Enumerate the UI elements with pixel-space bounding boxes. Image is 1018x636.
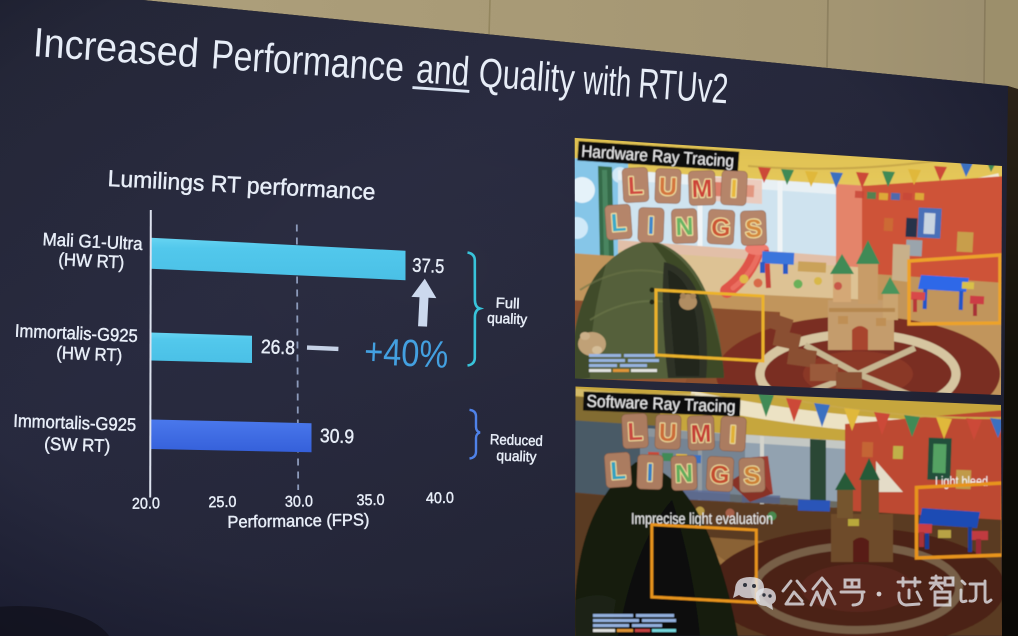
svg-text:35.0: 35.0	[356, 492, 385, 509]
svg-text:quality: quality	[487, 311, 528, 329]
svg-text:M: M	[691, 175, 713, 204]
svg-text:N: N	[675, 460, 694, 489]
svg-text:Full: Full	[495, 295, 520, 312]
svg-text:S: S	[745, 215, 763, 244]
svg-text:M: M	[690, 420, 712, 449]
svg-text:37.5: 37.5	[412, 255, 445, 279]
svg-text:(HW RT): (HW RT)	[56, 343, 123, 366]
svg-text:Imprecise light evaluation: Imprecise light evaluation	[631, 511, 773, 528]
svg-text:N: N	[675, 213, 694, 242]
svg-text:Increased: Increased	[32, 19, 201, 76]
svg-text:+40%: +40%	[363, 331, 449, 377]
svg-text:26.8: 26.8	[260, 336, 295, 359]
svg-text:Immortalis-G925: Immortalis-G925	[13, 411, 137, 435]
svg-text:Performance (FPS): Performance (FPS)	[227, 510, 369, 531]
svg-text:Reduced: Reduced	[490, 432, 544, 450]
svg-text:(HW RT): (HW RT)	[58, 249, 125, 272]
svg-text:RTUv2: RTUv2	[637, 59, 730, 112]
svg-text:40.0: 40.0	[426, 490, 455, 507]
svg-text:U: U	[658, 419, 677, 448]
svg-text:(SW RT): (SW RT)	[44, 434, 111, 456]
svg-text:Quality: Quality	[477, 49, 576, 101]
svg-text:I: I	[647, 212, 655, 240]
svg-text:and: and	[415, 45, 471, 94]
svg-text:G: G	[711, 214, 732, 243]
svg-text:Immortalis-G925: Immortalis-G925	[14, 321, 138, 346]
svg-text:25.0: 25.0	[208, 494, 237, 511]
svg-text:S: S	[743, 462, 761, 491]
svg-text:L: L	[610, 208, 627, 237]
svg-text:quality: quality	[496, 448, 537, 465]
svg-text:Mali G1-Ultra: Mali G1-Ultra	[42, 229, 144, 254]
svg-text:30.0: 30.0	[285, 493, 314, 510]
svg-text:30.9: 30.9	[320, 425, 355, 448]
svg-text:L: L	[627, 172, 644, 201]
svg-text:L: L	[609, 456, 626, 485]
svg-text:U: U	[658, 173, 677, 202]
svg-text:I: I	[729, 421, 737, 449]
svg-text:G: G	[710, 461, 731, 490]
svg-text:20.0: 20.0	[132, 495, 161, 512]
svg-text:I: I	[646, 459, 654, 487]
svg-text:with: with	[581, 57, 633, 106]
svg-text:L: L	[627, 418, 644, 447]
svg-text:I: I	[730, 175, 738, 203]
